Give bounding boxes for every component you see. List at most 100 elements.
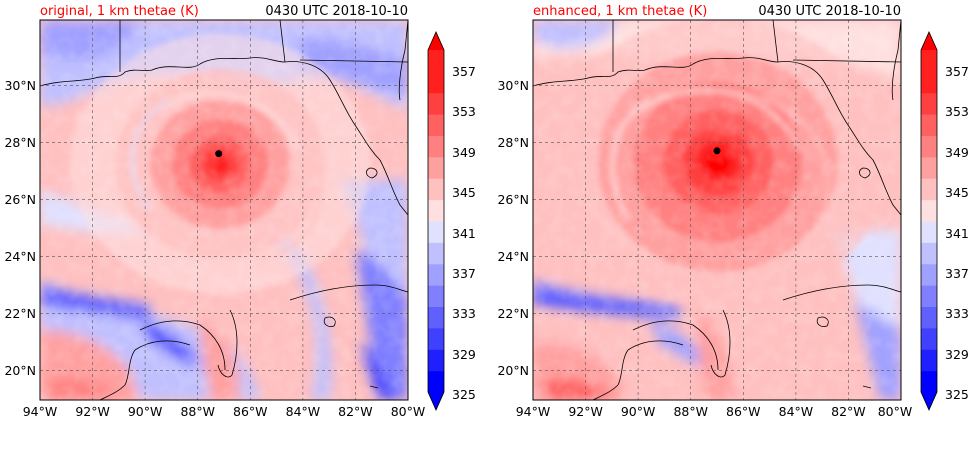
gridlines xyxy=(533,20,901,400)
panel-title: enhanced, 1 km thetae (K) xyxy=(533,4,707,19)
colorbar-swatch xyxy=(921,242,937,265)
colorbar-swatch xyxy=(428,114,444,137)
colorbar-tick-label: 337 xyxy=(945,266,969,281)
colorbar-swatch xyxy=(921,221,937,243)
colorbar-tick-label: 353 xyxy=(945,104,969,119)
lat-tick-label: 22°N xyxy=(497,306,529,321)
colorbar-swatch xyxy=(428,221,444,243)
colorbar-swatch xyxy=(921,156,937,179)
colorbar-tick-label: 349 xyxy=(452,145,476,160)
colorbar-swatch xyxy=(921,327,937,350)
gridlines xyxy=(40,20,408,400)
colorbar-tick-label: 349 xyxy=(945,145,969,160)
lon-tick-labels: 94°W 92°W 90°W 88°W 86°W 84°W 82°W 80°W xyxy=(516,404,913,419)
colorbar-swatch xyxy=(428,349,444,372)
lon-tick-label: 82°W xyxy=(831,404,866,419)
colorbar-bottom-arrow xyxy=(428,392,444,410)
panel-title: original, 1 km thetae (K) xyxy=(40,4,199,19)
colorbar-swatch xyxy=(921,114,937,137)
colorbar-tick-label: 357 xyxy=(945,64,969,79)
colorbar-swatch xyxy=(428,285,444,308)
colorbar-tick-label: 345 xyxy=(452,185,476,200)
colorbar-top-arrow xyxy=(921,32,937,50)
coastlines xyxy=(40,20,408,400)
colorbar-tick-label: 329 xyxy=(452,347,476,362)
colorbar-swatch xyxy=(428,71,444,94)
colorbar-tick-label: 341 xyxy=(945,226,969,241)
panel-original: original, 1 km thetae (K) 0430 UTC 2018-… xyxy=(4,4,475,419)
lat-tick-label: 30°N xyxy=(4,78,36,93)
colorbar-swatch xyxy=(428,50,444,72)
storm-center-marker xyxy=(215,150,223,158)
map-field xyxy=(40,20,408,400)
lon-tick-label: 82°W xyxy=(338,404,373,419)
colorbar-swatch xyxy=(921,349,937,372)
map-field xyxy=(533,20,901,400)
lon-tick-label: 94°W xyxy=(23,404,58,419)
lon-tick-label: 86°W xyxy=(233,404,268,419)
lon-tick-label: 80°W xyxy=(391,404,426,419)
lon-tick-label: 80°W xyxy=(878,404,913,419)
colorbar-tick-label: 333 xyxy=(945,306,969,321)
colorbar-swatch xyxy=(921,285,937,308)
lon-tick-label: 88°W xyxy=(673,404,708,419)
lat-tick-label: 28°N xyxy=(4,135,36,150)
lon-tick-label: 84°W xyxy=(779,404,814,419)
colorbar-swatch xyxy=(921,370,937,393)
panel-timestamp: 0430 UTC 2018-10-10 xyxy=(758,4,901,19)
colorbar-bottom-arrow xyxy=(921,392,937,410)
colorbar-swatch xyxy=(921,263,937,286)
lat-tick-label: 28°N xyxy=(497,135,529,150)
lon-tick-label: 86°W xyxy=(726,404,761,419)
colorbar-swatch xyxy=(428,199,444,222)
lat-tick-labels: 20°N 22°N 24°N 26°N 28°N 30°N xyxy=(4,78,36,378)
colorbar: 357 353 349 345 341 337 333 329 325 xyxy=(427,31,476,411)
colorbar-swatch xyxy=(428,92,444,115)
colorbar: 357 353 349 345 341 337 333 329 325 xyxy=(920,31,969,411)
colorbar-swatch xyxy=(921,199,937,222)
lat-tick-label: 30°N xyxy=(497,78,529,93)
storm-center-marker xyxy=(713,147,721,155)
lon-tick-label: 92°W xyxy=(75,404,110,419)
map-frame xyxy=(39,19,409,401)
colorbar-swatch xyxy=(428,135,444,158)
colorbar-swatch xyxy=(428,263,444,286)
colorbar-tick-label: 345 xyxy=(945,185,969,200)
colorbar-tick-label: 357 xyxy=(452,64,476,79)
colorbar-swatch xyxy=(921,135,937,158)
colorbar-top-arrow xyxy=(428,32,444,50)
colorbar-tick-label: 333 xyxy=(452,306,476,321)
colorbar-swatch xyxy=(921,71,937,94)
colorbar-swatch xyxy=(428,306,444,329)
panel-enhanced: enhanced, 1 km thetae (K) 0430 UTC 2018-… xyxy=(497,4,968,419)
lon-tick-label: 94°W xyxy=(516,404,551,419)
map-frame xyxy=(532,19,902,401)
lon-tick-label: 84°W xyxy=(286,404,321,419)
lon-tick-labels: 94°W 92°W 90°W 88°W 86°W 84°W 82°W 80°W xyxy=(23,404,426,419)
lat-tick-label: 26°N xyxy=(4,192,36,207)
lon-tick-label: 90°W xyxy=(621,404,656,419)
lat-tick-label: 24°N xyxy=(497,249,529,264)
lat-tick-labels: 20°N 22°N 24°N 26°N 28°N 30°N xyxy=(497,78,529,378)
lat-tick-label: 24°N xyxy=(4,249,36,264)
colorbar-swatch xyxy=(428,178,444,201)
lat-tick-label: 22°N xyxy=(4,306,36,321)
colorbar-swatch xyxy=(921,306,937,329)
lon-tick-label: 90°W xyxy=(128,404,163,419)
panel-timestamp: 0430 UTC 2018-10-10 xyxy=(265,4,408,19)
colorbar-swatch xyxy=(921,92,937,115)
colorbar-swatch xyxy=(428,370,444,393)
colorbar-tick-label: 329 xyxy=(945,347,969,362)
lat-tick-label: 20°N xyxy=(497,363,529,378)
colorbar-swatch xyxy=(428,156,444,179)
colorbar-tick-label: 341 xyxy=(452,226,476,241)
colorbar-tick-label: 337 xyxy=(452,266,476,281)
lon-tick-label: 92°W xyxy=(568,404,603,419)
colorbar-swatch xyxy=(428,327,444,350)
lat-tick-label: 20°N xyxy=(4,363,36,378)
colorbar-swatch xyxy=(428,242,444,265)
lat-tick-label: 26°N xyxy=(497,192,529,207)
colorbar-swatch xyxy=(921,50,937,72)
lon-tick-label: 88°W xyxy=(180,404,215,419)
